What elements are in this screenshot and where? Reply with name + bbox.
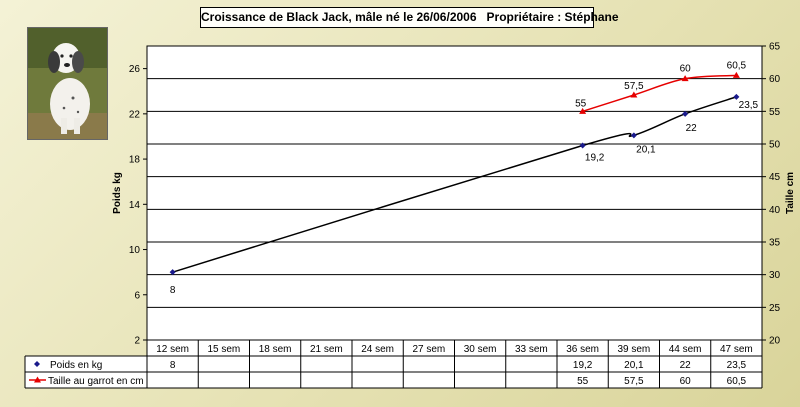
x-tick-label: 30 sem xyxy=(464,344,497,355)
y-tick-label: 14 xyxy=(129,200,141,211)
data-label: 20,1 xyxy=(636,144,656,155)
data-label: 57,5 xyxy=(624,81,644,92)
legend-label: Poids en kg xyxy=(50,360,102,371)
y2-tick-label: 45 xyxy=(769,172,781,183)
y2-axis-title: Taille cm xyxy=(785,172,796,214)
y-axis-title: Poids kg xyxy=(112,172,123,214)
table-cell: 55 xyxy=(577,376,589,387)
x-tick-label: 33 sem xyxy=(515,344,548,355)
table-cell: 57,5 xyxy=(624,376,644,387)
data-point xyxy=(682,110,689,117)
table-cell: 60 xyxy=(680,376,692,387)
y2-tick-label: 60 xyxy=(769,74,781,85)
data-label: 60 xyxy=(680,64,692,75)
data-point xyxy=(630,91,638,98)
data-label: 19,2 xyxy=(585,153,605,164)
x-tick-label: 18 sem xyxy=(259,344,292,355)
setter-puppy-photo xyxy=(27,27,108,140)
data-label: 22 xyxy=(686,123,698,134)
x-tick-label: 44 sem xyxy=(669,344,702,355)
y2-tick-label: 30 xyxy=(769,270,781,281)
data-label: 60,5 xyxy=(727,60,747,71)
chart-title: Croissance de Black Jack, mâle né le 26/… xyxy=(200,7,619,28)
y-tick-label: 10 xyxy=(129,245,141,256)
x-tick-label: 12 sem xyxy=(156,344,189,355)
data-point xyxy=(169,269,176,276)
x-tick-label: 24 sem xyxy=(361,344,394,355)
x-tick-label: 47 sem xyxy=(720,344,753,355)
y2-tick-label: 50 xyxy=(769,140,781,151)
data-label: 55 xyxy=(575,98,587,109)
data-point xyxy=(681,75,689,82)
legend-marker xyxy=(34,376,41,383)
y2-tick-label: 20 xyxy=(769,336,781,347)
y2-tick-label: 65 xyxy=(769,42,781,53)
table-cell: 20,1 xyxy=(624,360,644,371)
x-tick-label: 27 sem xyxy=(412,344,445,355)
y-tick-label: 6 xyxy=(134,290,140,301)
y-tick-label: 22 xyxy=(129,109,141,120)
legend-label: Taille au garrot en cm xyxy=(48,376,144,387)
legend-marker xyxy=(34,361,40,367)
table-cell: 60,5 xyxy=(727,376,747,387)
table-cell: 23,5 xyxy=(727,360,747,371)
x-tick-label: 15 sem xyxy=(207,344,240,355)
y2-tick-label: 25 xyxy=(769,303,781,314)
x-tick-label: 21 sem xyxy=(310,344,343,355)
data-point xyxy=(733,93,740,100)
series-line-2 xyxy=(582,74,737,113)
data-point xyxy=(630,132,637,139)
x-tick-label: 36 sem xyxy=(566,344,599,355)
data-point xyxy=(579,142,586,149)
y-tick-label: 2 xyxy=(134,336,140,347)
y-tick-label: 18 xyxy=(129,155,141,166)
data-point xyxy=(732,71,740,78)
y-tick-label: 26 xyxy=(129,64,141,75)
table-cell: 22 xyxy=(680,360,692,371)
table-cell: 19,2 xyxy=(573,360,593,371)
data-label: 23,5 xyxy=(739,100,759,111)
y2-tick-label: 35 xyxy=(769,238,781,249)
y2-tick-label: 55 xyxy=(769,107,781,118)
data-point xyxy=(579,107,587,114)
y2-tick-label: 40 xyxy=(769,205,781,216)
table-cell: 8 xyxy=(170,360,176,371)
x-tick-label: 39 sem xyxy=(617,344,650,355)
plot-area xyxy=(147,46,762,340)
data-label: 8 xyxy=(170,285,176,296)
